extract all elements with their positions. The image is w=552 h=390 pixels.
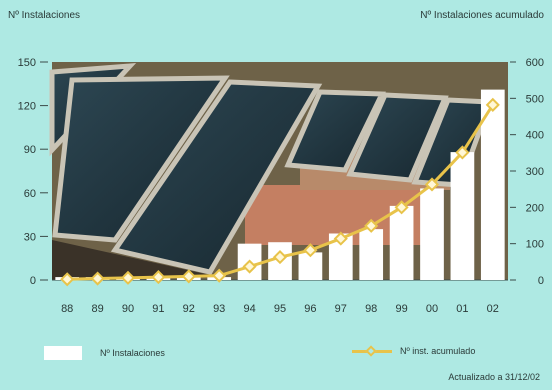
- line-point: [394, 200, 409, 215]
- y-left-tick-label: 90: [24, 144, 36, 156]
- x-tick-label: 95: [274, 303, 286, 315]
- legend-line-label: Nº inst. acumulado: [400, 346, 476, 356]
- solar-panels-photo: [49, 62, 508, 280]
- x-tick-label: 93: [213, 303, 225, 315]
- x-tick-label: 99: [395, 303, 407, 315]
- line-point: [333, 231, 348, 246]
- bar: [420, 188, 444, 280]
- x-tick-label: 90: [122, 303, 134, 315]
- bar: [359, 229, 384, 280]
- line-point: [181, 269, 196, 284]
- legend-item-bars: Nº Instalaciones: [44, 346, 165, 360]
- left-axis-title: Nº Instalaciones: [8, 10, 81, 21]
- legend-item-line: Nº inst. acumulado: [352, 346, 475, 356]
- line-point: [272, 250, 288, 265]
- y-left-tick-label: 150: [18, 57, 36, 69]
- x-tick-label: 94: [243, 303, 255, 315]
- y-left-tick-label: 0: [30, 275, 36, 287]
- x-tick-label: 97: [335, 303, 347, 315]
- legend-bar-swatch: [44, 346, 82, 360]
- x-tick-label: 88: [61, 303, 73, 315]
- legend-line-swatch: [352, 346, 392, 356]
- line-point: [151, 270, 166, 285]
- bar: [389, 205, 414, 280]
- line-point: [424, 177, 440, 192]
- x-tick-label: 92: [183, 303, 195, 315]
- y-right-tick-label: 500: [526, 93, 544, 105]
- line-point: [303, 243, 318, 258]
- updated-note: Actualizado a 31/12/02: [448, 372, 540, 382]
- y-right-tick-label: 600: [526, 57, 544, 69]
- bar: [450, 152, 475, 280]
- y-left-tick-label: 60: [24, 188, 36, 200]
- x-tick-label: 00: [426, 303, 438, 315]
- line-point: [60, 272, 75, 287]
- bar: [328, 233, 353, 280]
- y-left-tick-label: 30: [24, 231, 36, 243]
- cumulative-line-series: [60, 97, 500, 287]
- y-right-tick-label: 300: [526, 166, 544, 178]
- x-tick-label: 91: [152, 303, 164, 315]
- bar: [298, 252, 323, 280]
- line-point: [242, 259, 257, 274]
- y-left-tick-label: 120: [18, 101, 36, 113]
- bar: [480, 89, 505, 280]
- line-point: [212, 268, 227, 283]
- y-right-tick-label: 100: [526, 239, 544, 251]
- x-tick-label: 89: [91, 303, 103, 315]
- line-point: [364, 218, 379, 233]
- line-point: [455, 145, 470, 160]
- y-right-tick-label: 400: [526, 130, 544, 142]
- right-axis-title: Nº Instalaciones acumulado: [420, 10, 544, 21]
- x-tick-label: 96: [304, 303, 316, 315]
- line-point: [485, 97, 500, 112]
- x-tick-label: 98: [365, 303, 377, 315]
- line-point: [90, 271, 105, 286]
- x-tick-label: 02: [487, 303, 499, 315]
- legend-bar-label: Nº Instalaciones: [100, 348, 165, 358]
- y-right-tick-label: 0: [538, 275, 544, 287]
- y-right-tick-label: 200: [526, 202, 544, 214]
- x-tick-label: 01: [456, 303, 468, 315]
- line-point: [120, 270, 136, 285]
